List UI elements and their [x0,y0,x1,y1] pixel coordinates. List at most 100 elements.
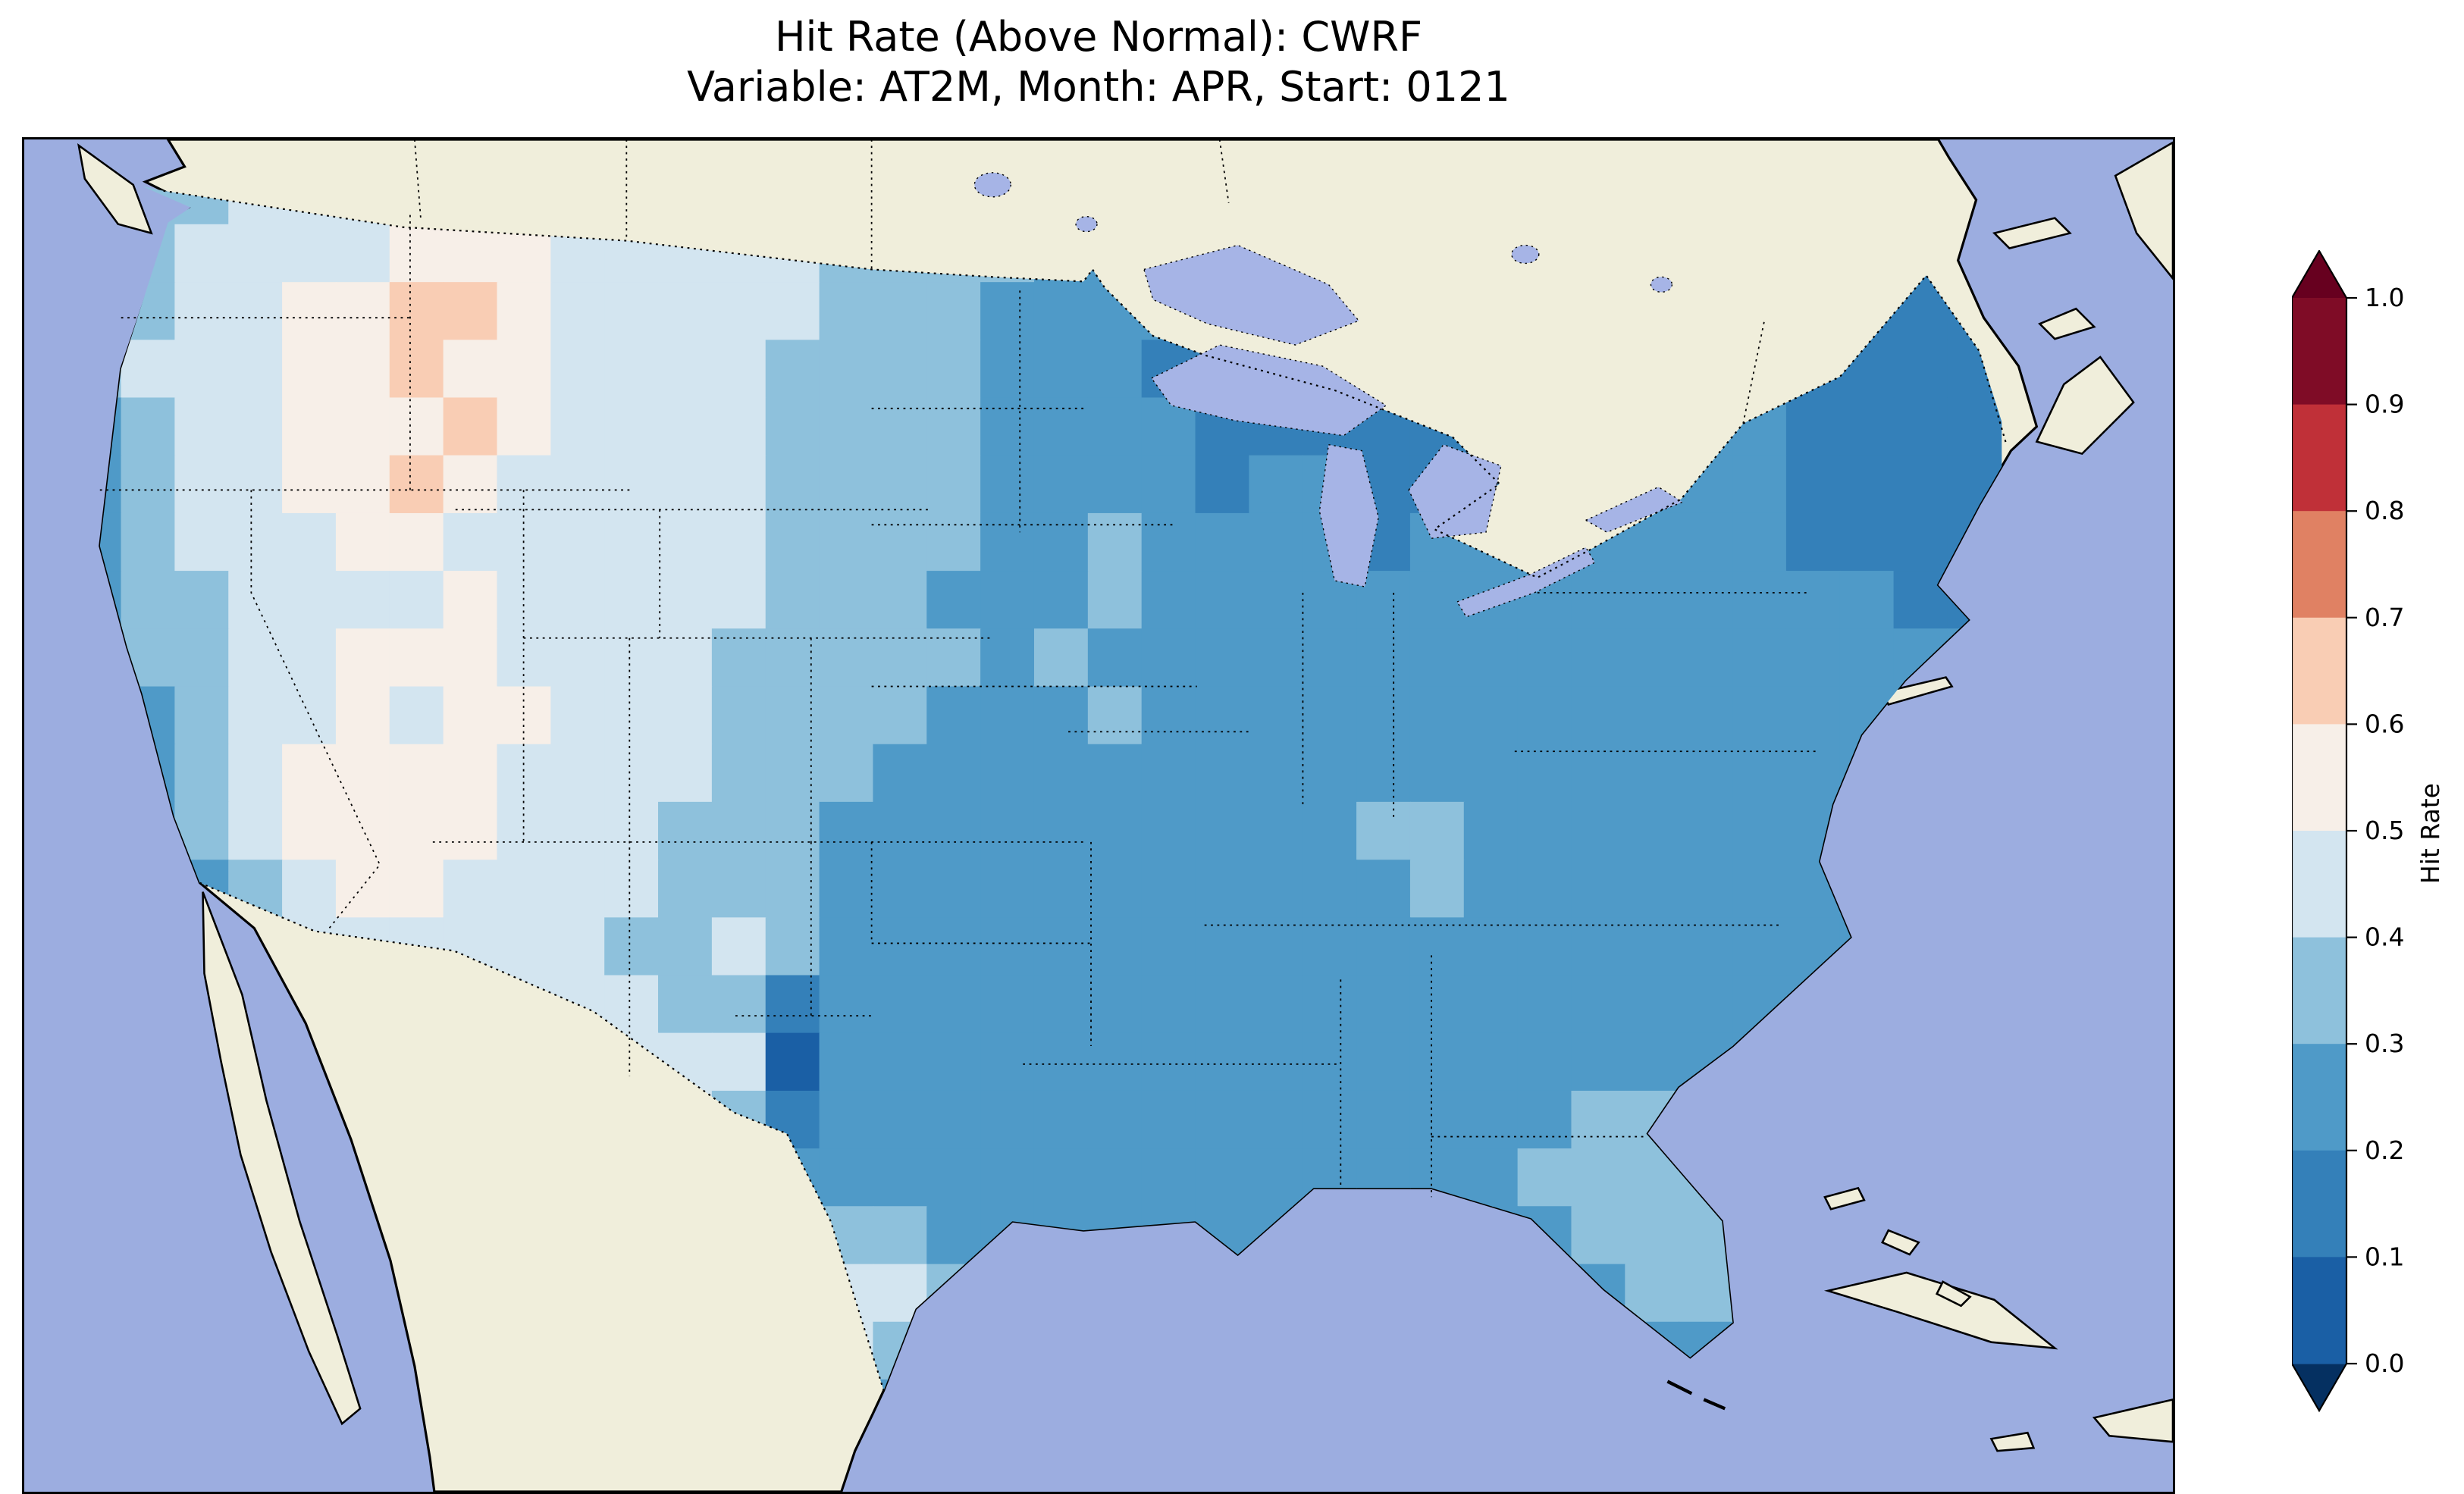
grid-cell [765,340,820,399]
grid-cell [1141,1032,1196,1092]
grid-cell [550,744,606,803]
figure-subtitle: Variable: AT2M, Month: APR, Start: 0121 [687,63,1510,111]
grid-cell [658,628,713,687]
grid-cell [228,571,284,630]
colorbar-segment [2292,617,2346,725]
grid-cell [1087,801,1143,861]
grid-cell [335,512,390,572]
grid-cell [1893,512,1948,572]
grid-cell [873,1032,928,1092]
grid-cell [282,340,337,399]
grid-cell [1249,744,1304,803]
grid-cell [174,455,230,514]
grid-cell [1409,801,1465,861]
florida-keys [1666,1380,1726,1411]
grid-cell [174,744,230,803]
grid-cell [1141,975,1196,1034]
grid-cell [765,917,820,976]
grid-cell [121,340,176,399]
grid-cell [550,801,606,861]
grid-cell [1033,860,1089,919]
grid-cell [121,512,176,572]
grid-cell [443,455,498,514]
grid-cell [1087,397,1143,456]
grid-cell [1839,628,1895,687]
grid-cell [926,1032,982,1092]
grid-cell [1517,860,1572,919]
grid-cell [335,224,390,283]
grid-cell [389,801,444,861]
grid-cell [174,340,230,399]
grid-cell [1087,455,1143,514]
grid-cell [1571,1090,1626,1150]
grid-cell [1463,975,1519,1034]
grid-cell [765,686,820,745]
grid-cell [604,686,660,745]
colorbar-tick-label: 0.6 [2365,709,2404,738]
colorbar-tick-label: 0.8 [2365,496,2404,525]
grid-cell [497,397,552,456]
grid-cell [443,628,498,687]
grid-cell [1303,744,1358,803]
grid-cell [926,801,982,861]
grid-cell [819,571,874,630]
grid-cell [1679,571,1734,630]
grid-cell [873,455,928,514]
colorbar-tick-label: 0.9 [2365,390,2404,419]
grid-cell [658,512,713,572]
lake-ontario [1585,486,1684,534]
grid-cell [1463,860,1519,919]
grid-cell [1087,917,1143,976]
grid-cell [1839,571,1895,630]
grid-cell [1195,686,1250,745]
lake-superior [1150,344,1387,437]
grid-cell [550,282,606,341]
grid-cell [1732,801,1787,861]
grid-cell [604,744,660,803]
grid-cell [1409,628,1465,687]
grid-cell [604,975,660,1034]
grid-cell [873,860,928,919]
grid-cell [819,628,874,687]
grid-cell [1195,744,1250,803]
grid-cell [550,397,606,456]
grid-cell [980,282,1035,341]
grid-cell [819,917,874,976]
grid-cell [497,801,552,861]
grid-cell [604,455,660,514]
grid-cell [174,397,230,456]
grid-cell [1625,917,1680,976]
conus-hit-rate-map [24,139,2173,1492]
grid-cell [926,455,982,514]
grid-cell [1571,1206,1626,1265]
grid-cell [873,686,928,745]
grid-cell [658,801,713,861]
grid-cell [604,397,660,456]
grid-cell [765,571,820,630]
grid-cell [1087,1090,1143,1150]
grid-cell [1517,975,1572,1034]
grid-cell [1033,628,1089,687]
grid-cell [1195,975,1250,1034]
grid-cell [1249,1090,1304,1150]
lake-of-the-woods-water [1075,215,1098,233]
grid-cell [497,455,552,514]
grid-cell [497,917,552,976]
grid-cell [819,512,874,572]
grid-cell [1839,455,1895,514]
grid-cell [1087,744,1143,803]
grid-cell [873,975,928,1034]
grid-cell [926,340,982,399]
grid-cell [443,686,498,745]
grid-cell [819,686,874,745]
grid-cell [121,571,176,630]
grid-cell [1679,801,1734,861]
grid-cell [1087,512,1143,572]
grid-cell [658,571,713,630]
grid-cell [1571,917,1626,976]
grid-cell [1033,1090,1089,1150]
grid-cell [1195,455,1250,514]
grid-cell [1087,686,1143,745]
grid-cell [1785,571,1841,630]
lake-michigan [1318,443,1379,587]
